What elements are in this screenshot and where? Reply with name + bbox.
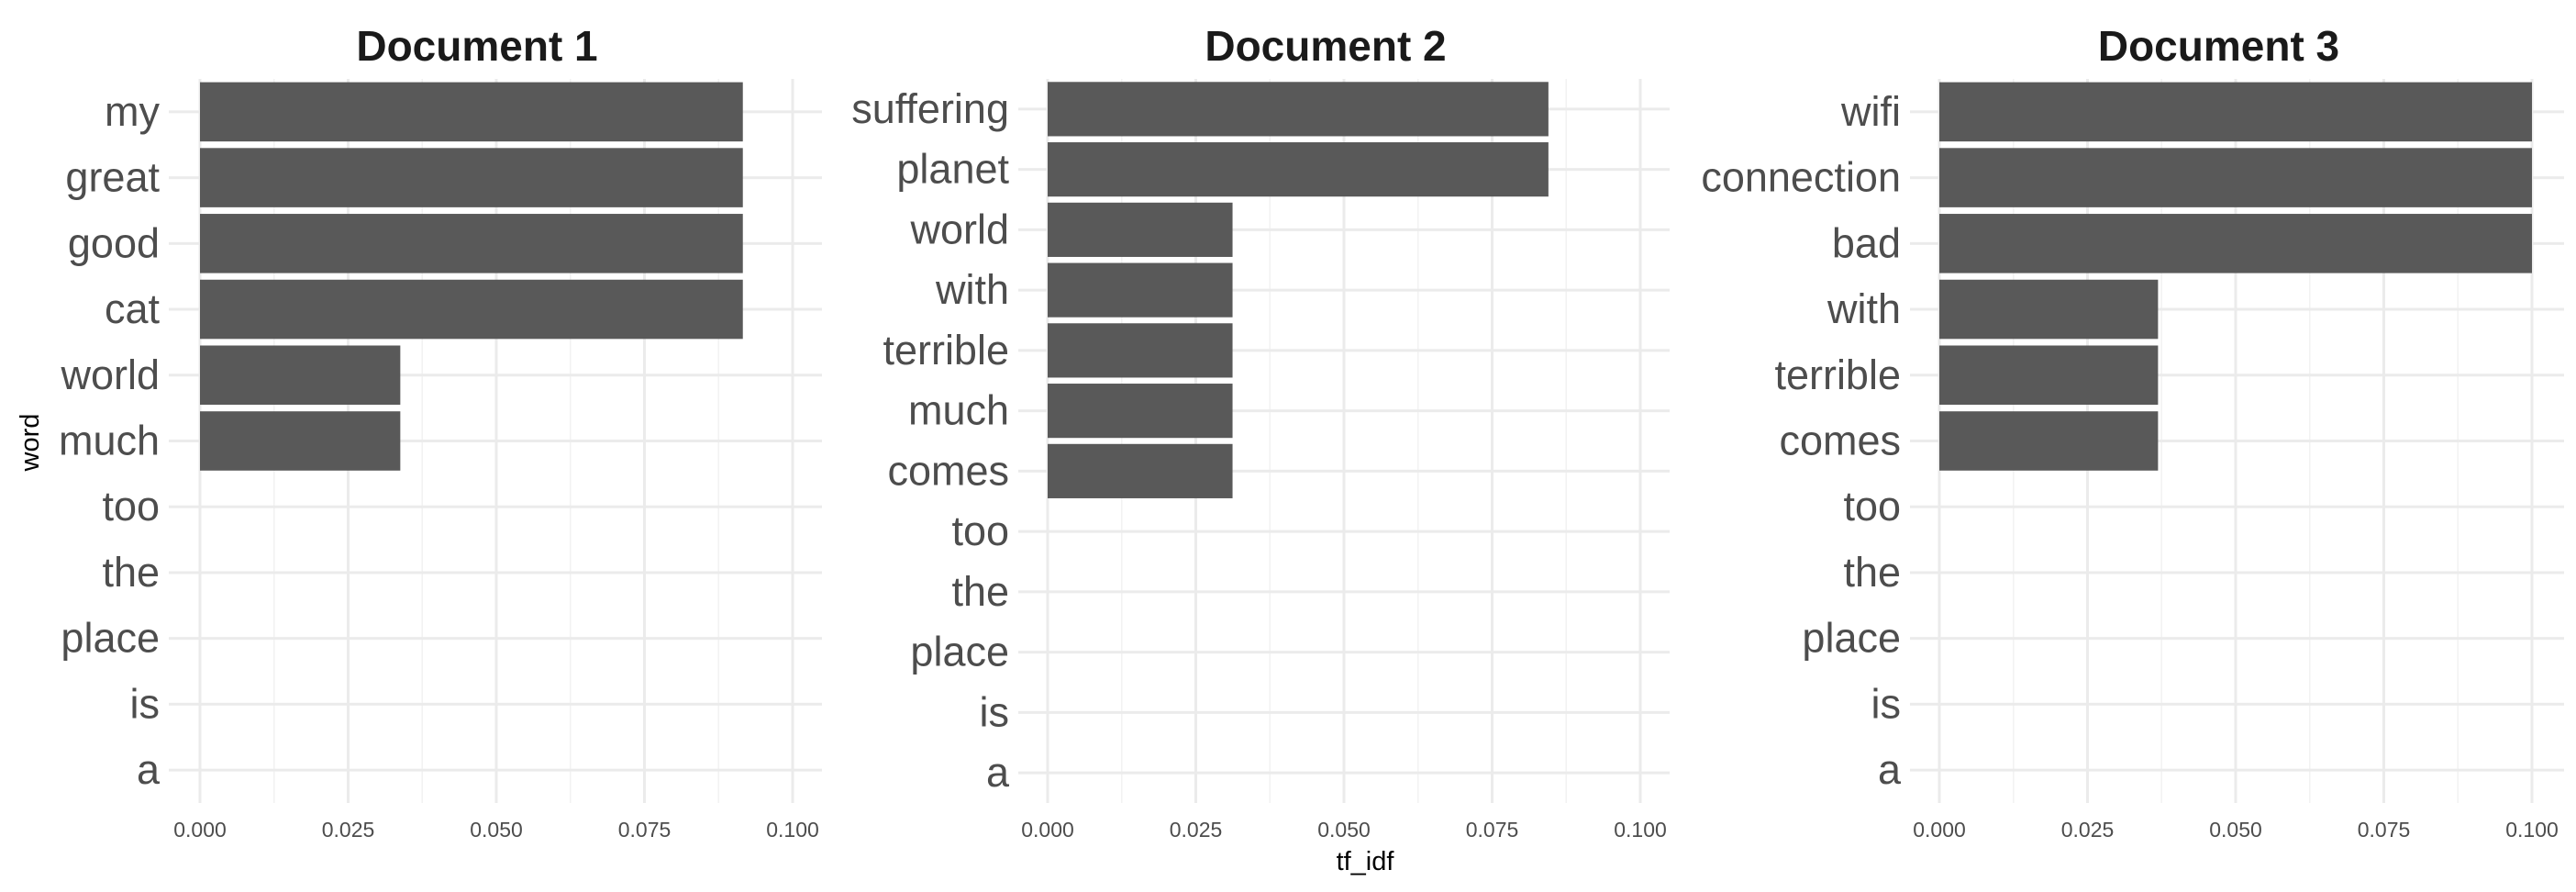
y-tick-label: place xyxy=(910,629,1009,675)
y-tick-label: world xyxy=(60,351,160,398)
bar-wifi xyxy=(1939,82,2532,142)
y-tick-label: world xyxy=(909,206,1009,252)
bar-terrible xyxy=(1048,323,1233,378)
bar-great xyxy=(200,148,743,207)
x-tick-label: 0.025 xyxy=(1170,818,1223,842)
x-tick-label: 0.025 xyxy=(322,818,375,842)
y-tick-label: the xyxy=(1843,549,1901,596)
y-tick-label: is xyxy=(980,688,1010,735)
y-tick-label: with xyxy=(935,266,1009,313)
y-tick-label: the xyxy=(102,549,160,596)
bar-bad xyxy=(1939,214,2532,273)
bar-cat xyxy=(200,279,743,340)
bar-much xyxy=(200,411,401,471)
y-tick-label: suffering xyxy=(851,85,1009,132)
bar-suffering xyxy=(1048,82,1549,137)
y-tick-label: comes xyxy=(1779,418,1901,464)
x-tick-label: 0.100 xyxy=(766,818,819,842)
panel-1: my great good cat world much too the place is a 0.0… xyxy=(59,22,822,842)
y-tick-label: terrible xyxy=(883,327,1009,374)
x-tick-label: 0.050 xyxy=(470,818,523,842)
bar-comes xyxy=(1939,411,2159,471)
bar-much xyxy=(1048,384,1233,439)
y-tick-label: much xyxy=(59,418,160,464)
y-tick-label: place xyxy=(61,615,160,662)
y-tick-label: comes xyxy=(887,447,1009,494)
x-tick-label: 0.075 xyxy=(2358,818,2411,842)
y-tick-label: with xyxy=(1827,285,1901,332)
y-tick-label: cat xyxy=(105,285,161,332)
bar-with xyxy=(1939,279,2159,340)
bar-terrible xyxy=(1939,345,2159,406)
y-tick-label: too xyxy=(951,507,1009,554)
panel-title: Document 3 xyxy=(2098,22,2339,70)
bar-world xyxy=(200,345,401,406)
x-tick-label: 0.100 xyxy=(1614,818,1667,842)
x-tick-label: 0.100 xyxy=(2505,818,2559,842)
x-tick-label: 0.050 xyxy=(1317,818,1371,842)
y-axis-label: word xyxy=(16,414,45,473)
y-tick-label: too xyxy=(1843,483,1901,530)
y-tick-label: connection xyxy=(1701,154,1901,201)
x-tick-label: 0.050 xyxy=(2209,818,2262,842)
panel-3: wifi connection bad with terrible comes too the… xyxy=(1701,22,2564,842)
panel-title: Document 1 xyxy=(356,22,597,70)
bar-my xyxy=(200,82,743,142)
x-tick-label: 0.025 xyxy=(2061,818,2115,842)
y-tick-label: much xyxy=(908,387,1009,434)
x-tick-label: 0.000 xyxy=(1913,818,1966,842)
bar-connection xyxy=(1939,148,2532,207)
panel-2: suffering planet world with terrible much come… xyxy=(851,22,1670,842)
y-tick-label: planet xyxy=(896,146,1009,193)
y-tick-label: my xyxy=(105,88,160,135)
y-tick-label: is xyxy=(130,680,161,727)
x-axis-label: tf_idf xyxy=(1337,847,1395,876)
y-tick-label: great xyxy=(65,154,160,201)
y-tick-label: too xyxy=(102,483,160,530)
y-tick-label: is xyxy=(1871,680,1902,727)
panel-title: Document 2 xyxy=(1205,22,1446,70)
y-tick-label: good xyxy=(68,219,160,266)
bar-world xyxy=(1048,202,1233,257)
bar-good xyxy=(200,214,743,273)
bar-comes xyxy=(1048,443,1233,498)
y-tick-label: place xyxy=(1802,615,1901,662)
y-tick-label: the xyxy=(951,568,1009,615)
y-tick-label: wifi xyxy=(1840,88,1901,135)
bar-planet xyxy=(1048,142,1549,197)
x-tick-label: 0.075 xyxy=(618,818,672,842)
y-tick-label: bad xyxy=(1832,219,1901,266)
y-tick-label: a xyxy=(1878,746,1902,793)
x-tick-label: 0.000 xyxy=(173,818,227,842)
bar-with xyxy=(1048,262,1233,318)
y-tick-label: a xyxy=(137,746,161,793)
x-tick-label: 0.000 xyxy=(1021,818,1074,842)
x-tick-label: 0.075 xyxy=(1466,818,1519,842)
y-tick-label: a xyxy=(986,749,1010,796)
y-tick-label: terrible xyxy=(1774,351,1901,398)
